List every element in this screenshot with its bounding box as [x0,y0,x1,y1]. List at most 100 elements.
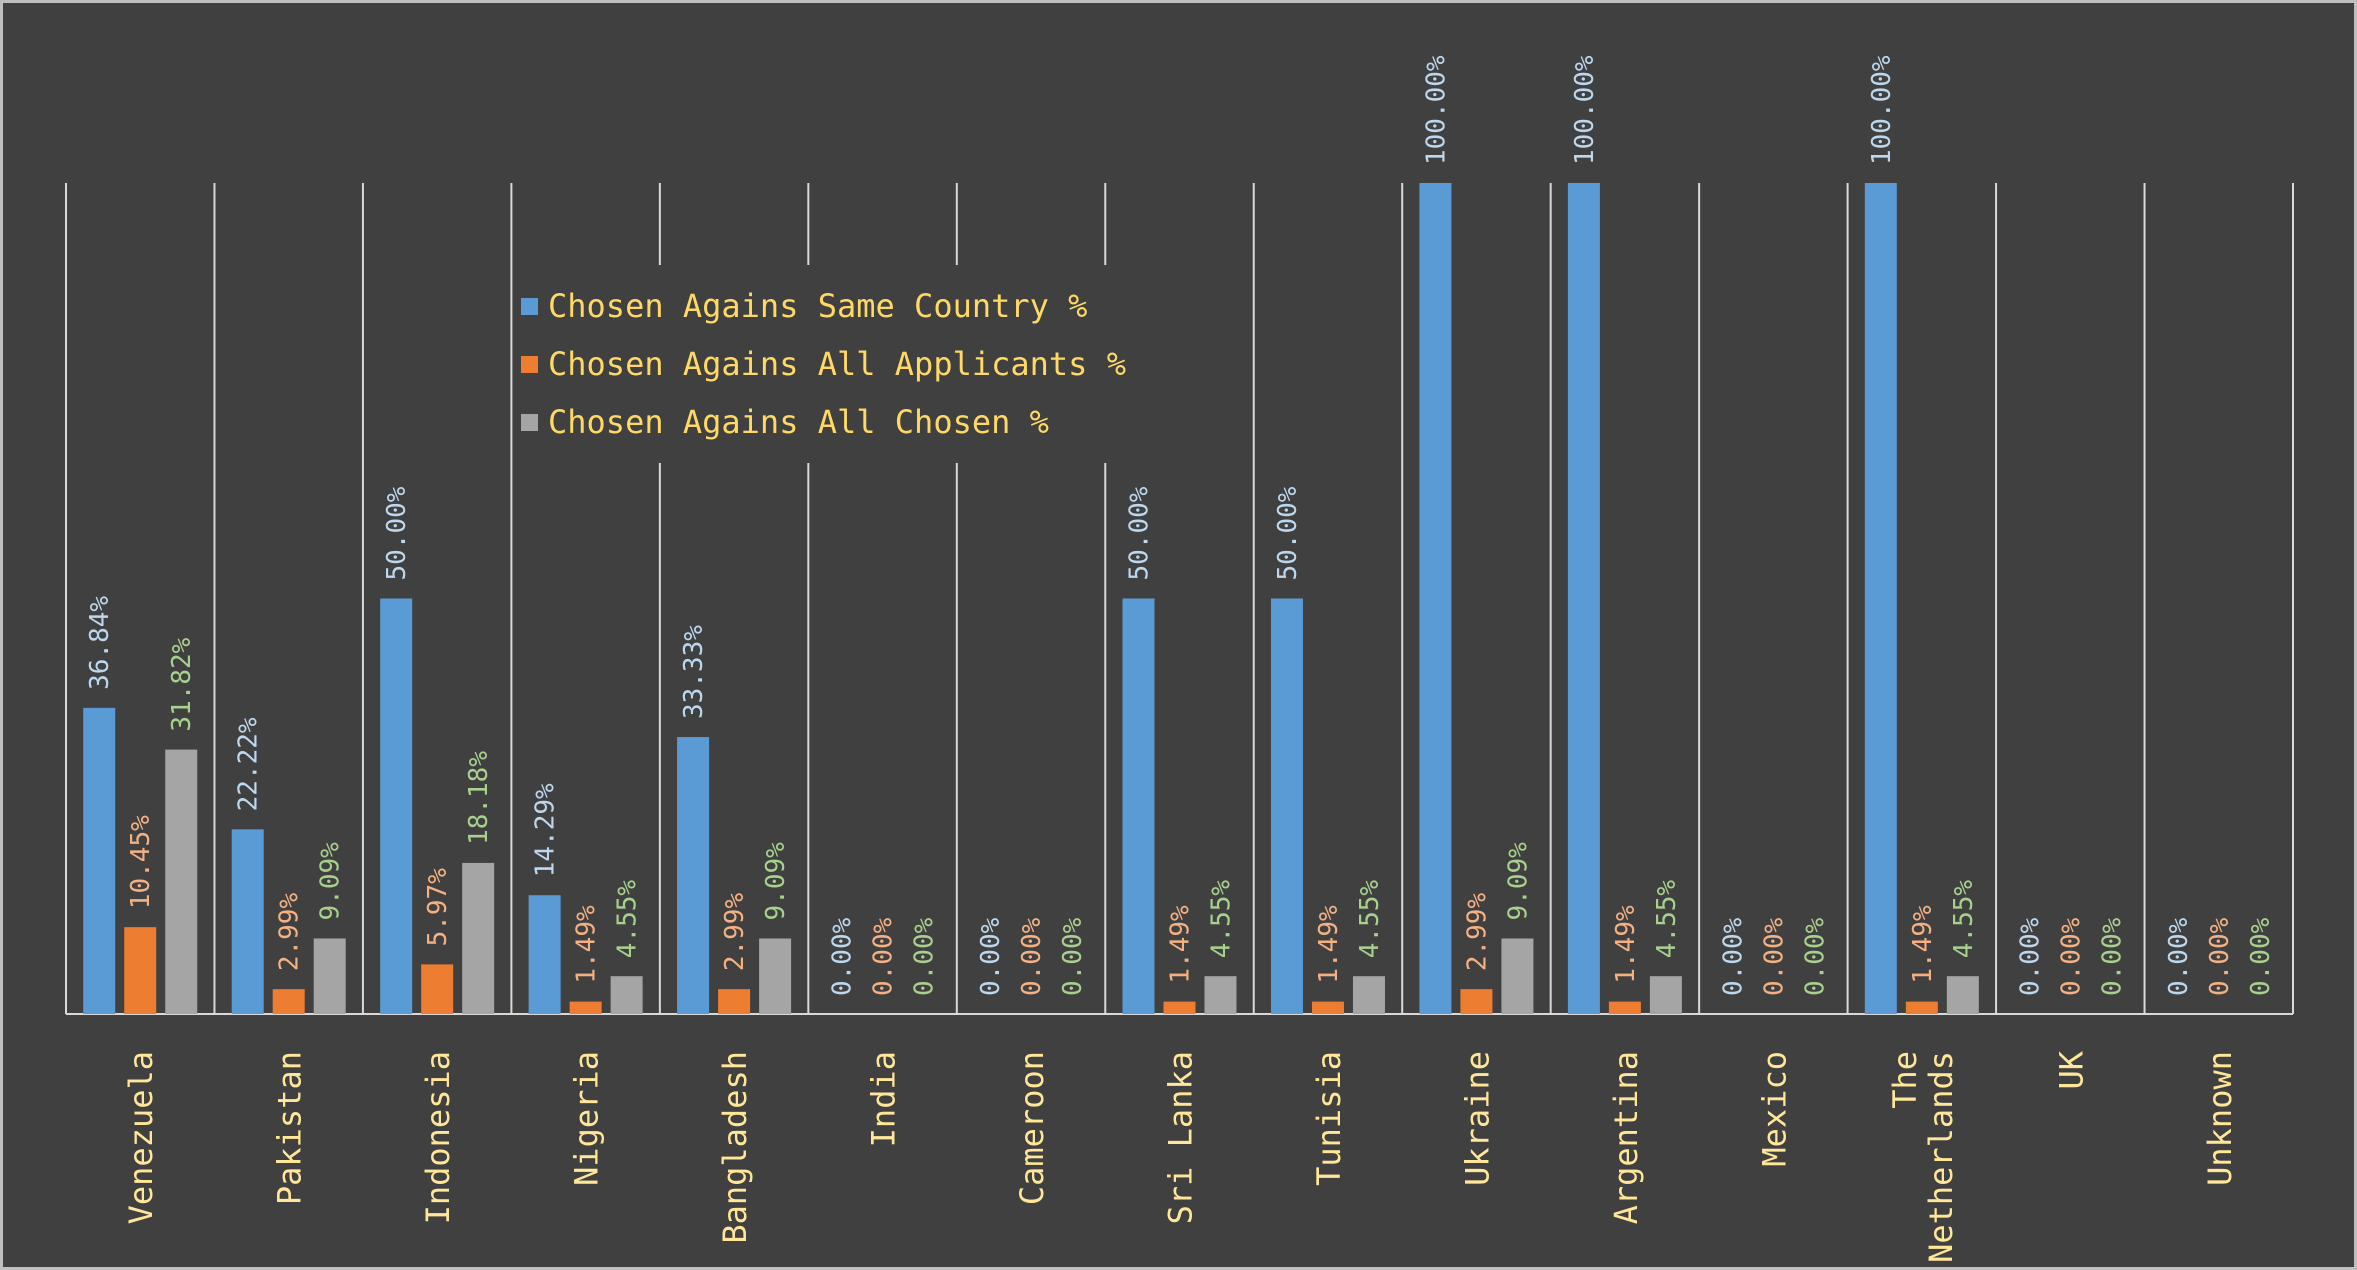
category-label-pakistan: Pakistan [271,1051,309,1205]
legend-swatch-same-country [521,297,538,315]
legend-item-all-chosen: Chosen Agains All Chosen % [521,393,1141,451]
data-label-venezuela-s2: 31.82% [167,637,197,731]
category-label-indonesia: Indonesia [419,1051,457,1224]
legend-item-all-applicants: Chosen Agains All Applicants % [521,335,1141,393]
data-label-unknown-s0: 0.00% [2164,917,2194,996]
bar-indonesia-s2 [462,862,495,1014]
data-label-argentina-s2: 4.55% [1652,880,1682,959]
data-label-ukraine-s0: 100.00% [1421,55,1451,165]
data-label-bangladesh-s2: 9.09% [761,842,791,921]
bar-chart: 36.84% 10.45% 31.82% Venezuela 22.22% 2.99% 9.… [65,55,2294,1263]
data-label-pakistan-s0: 22.22% [234,717,264,811]
category-label-ukraine: Ukraine [1458,1051,1496,1186]
legend-item-same-country: Chosen Agains Same Country % [521,277,1141,335]
category-label-tunisia: Tunisia [1310,1051,1348,1186]
data-label-unknown-s1: 0.00% [2205,917,2235,996]
legend-label-all-applicants: Chosen Agains All Applicants % [548,345,1126,383]
data-label-cameroon-s0: 0.00% [976,917,1006,996]
category-label-argentina: Argentina [1607,1051,1645,1224]
data-label-argentina-s1: 1.49% [1611,905,1641,984]
chart-legend: Chosen Agains Same Country % Chosen Agai… [513,265,1149,463]
bar-ukraine-s2 [1501,938,1534,1014]
category-label-the-netherlands-line0: The [1886,1051,1924,1109]
data-label-bangladesh-s0: 33.33% [679,625,709,719]
data-label-tunisia-s0: 50.00% [1273,486,1303,580]
data-label-pakistan-s1: 2.99% [275,893,305,972]
bar-nigeria-s2 [610,976,643,1014]
data-label-india-s0: 0.00% [828,917,858,996]
data-label-sri-lanka-s0: 50.00% [1125,486,1155,580]
bar-nigeria-s0 [528,895,561,1014]
data-label-india-s2: 0.00% [910,917,940,996]
data-label-uk-s0: 0.00% [2015,917,2045,996]
category-label-bangladesh: Bangladesh [716,1051,754,1244]
bar-tunisia-s0 [1270,598,1303,1014]
data-label-venezuela-s0: 36.84% [85,596,115,690]
category-label-the-netherlands-line1: Netherlands [1922,1051,1960,1263]
bar-tunisia-s2 [1352,976,1385,1014]
data-label-venezuela-s1: 10.45% [126,815,156,909]
bar-argentina-s2 [1649,976,1682,1014]
bar-ukraine-s0 [1419,183,1452,1014]
bar-indonesia-s1 [421,964,454,1014]
data-label-nigeria-s1: 1.49% [572,905,602,984]
data-label-uk-s1: 0.00% [2056,917,2086,996]
data-label-ukraine-s2: 9.09% [1503,842,1533,921]
data-label-the-netherlands-s1: 1.49% [1908,905,1938,984]
data-label-indonesia-s1: 5.97% [423,868,453,947]
category-label-mexico: Mexico [1755,1051,1793,1167]
data-label-sri-lanka-s2: 4.55% [1207,880,1237,959]
data-label-bangladesh-s1: 2.99% [720,893,750,972]
category-label-cameroon: Cameroon [1013,1051,1051,1205]
data-label-cameroon-s2: 0.00% [1058,917,1088,996]
category-label-sri-lanka: Sri Lanka [1162,1051,1200,1224]
category-label-unknown: Unknown [2201,1051,2239,1186]
bar-argentina-s1 [1608,1001,1641,1014]
data-label-tunisia-s1: 1.49% [1314,905,1344,984]
data-label-tunisia-s2: 4.55% [1355,880,1385,959]
legend-label-all-chosen: Chosen Agains All Chosen % [548,403,1049,441]
bar-sri-lanka-s2 [1204,976,1237,1014]
data-label-nigeria-s0: 14.29% [531,783,561,877]
legend-label-same-country: Chosen Agains Same Country % [548,287,1088,325]
data-label-mexico-s0: 0.00% [1718,917,1748,996]
category-label-uk: UK [2052,1050,2090,1089]
data-label-the-netherlands-s2: 4.55% [1949,880,1979,959]
bar-venezuela-s1 [124,927,157,1014]
category-label-nigeria: Nigeria [568,1051,606,1186]
data-label-unknown-s2: 0.00% [2246,917,2276,996]
bar-the-netherlands-s1 [1905,1001,1938,1014]
bar-argentina-s0 [1567,183,1600,1014]
bar-pakistan-s1 [272,989,305,1014]
bar-venezuela-s0 [83,707,116,1014]
data-label-argentina-s0: 100.00% [1570,55,1600,165]
legend-swatch-all-chosen [521,413,538,431]
data-label-mexico-s2: 0.00% [1800,917,1830,996]
data-label-sri-lanka-s1: 1.49% [1166,905,1196,984]
bar-indonesia-s0 [380,598,413,1014]
bar-venezuela-s2 [165,749,198,1014]
data-label-cameroon-s1: 0.00% [1017,917,1047,996]
legend-swatch-all-applicants [521,355,538,373]
category-label-india: India [865,1051,903,1147]
data-label-ukraine-s1: 2.99% [1462,893,1492,972]
bar-sri-lanka-s1 [1163,1001,1196,1014]
data-label-the-netherlands-s0: 100.00% [1867,55,1897,165]
bar-sri-lanka-s0 [1122,598,1155,1014]
data-label-indonesia-s0: 50.00% [382,486,412,580]
bar-bangladesh-s2 [759,938,792,1014]
bar-pakistan-s2 [313,938,346,1014]
data-label-pakistan-s2: 9.09% [316,842,346,921]
bar-the-netherlands-s0 [1864,183,1897,1014]
bar-the-netherlands-s2 [1946,976,1979,1014]
bar-bangladesh-s1 [718,989,751,1014]
data-label-nigeria-s2: 4.55% [613,880,643,959]
bar-ukraine-s1 [1460,989,1493,1014]
bar-pakistan-s0 [231,829,264,1014]
category-label-venezuela: Venezuela [122,1051,160,1224]
bar-bangladesh-s0 [677,737,710,1014]
data-label-india-s1: 0.00% [869,917,899,996]
data-label-mexico-s1: 0.00% [1759,917,1789,996]
bar-nigeria-s1 [569,1001,602,1014]
